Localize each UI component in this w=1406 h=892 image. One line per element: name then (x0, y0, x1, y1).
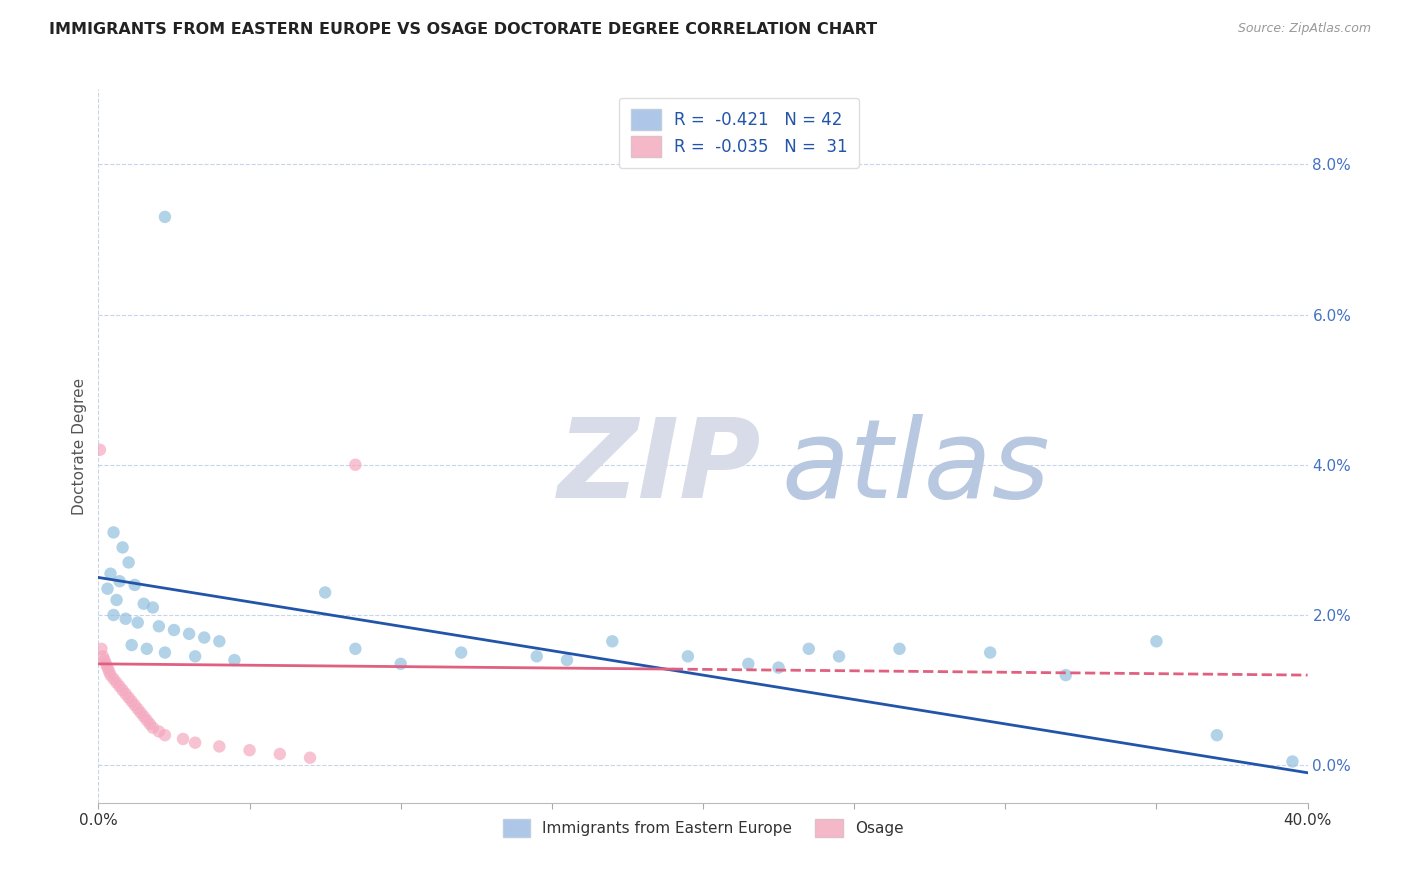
Point (132, 709, 155, 723)
Point (124, 698, 146, 713)
Point (103, 672, 125, 686)
Text: Source: ZipAtlas.com: Source: ZipAtlas.com (1237, 22, 1371, 36)
Point (124, 578, 146, 592)
Point (96, 582, 118, 596)
Point (121, 694, 143, 708)
Point (184, 736, 207, 750)
Point (105, 593, 128, 607)
Point (208, 634, 231, 648)
Point (108, 574, 131, 589)
Point (450, 646, 472, 660)
Point (344, 641, 367, 656)
Point (127, 702, 149, 716)
Point (676, 649, 699, 664)
Point (179, 627, 201, 641)
Point (127, 615, 149, 630)
Point (135, 713, 157, 727)
Point (737, 657, 759, 671)
Point (108, 679, 131, 693)
Point (828, 649, 851, 664)
Point (526, 649, 548, 664)
Point (389, 657, 412, 671)
Point (193, 631, 215, 645)
Point (114, 687, 136, 701)
Point (91, 649, 114, 664)
Point (1281, 755, 1303, 769)
Point (139, 717, 162, 731)
Point (111, 541, 134, 555)
Point (121, 638, 143, 652)
Point (153, 210, 176, 224)
Point (889, 641, 911, 656)
Point (172, 731, 194, 746)
Text: atlas: atlas (782, 414, 1050, 521)
Point (103, 607, 125, 622)
Point (114, 612, 136, 626)
Point (602, 634, 624, 648)
Point (118, 690, 141, 705)
Point (153, 728, 176, 742)
Point (98, 665, 121, 679)
Point (142, 721, 165, 735)
Legend: Immigrants from Eastern Europe, Osage: Immigrants from Eastern Europe, Osage (495, 811, 911, 845)
Point (135, 641, 157, 656)
Point (118, 556, 141, 570)
Point (314, 585, 336, 599)
Point (105, 675, 128, 690)
Point (239, 743, 262, 757)
Point (96, 660, 118, 674)
Point (132, 597, 155, 611)
Text: ZIP: ZIP (558, 414, 762, 521)
Point (184, 649, 207, 664)
Point (555, 653, 578, 667)
Point (1146, 634, 1168, 648)
Point (979, 646, 1001, 660)
Point (103, 525, 125, 540)
Point (269, 747, 291, 761)
Point (1206, 728, 1229, 742)
Point (299, 750, 322, 764)
Point (93, 653, 115, 667)
Point (224, 653, 246, 667)
Point (148, 619, 170, 633)
Point (111, 683, 134, 698)
Text: IMMIGRANTS FROM EASTERN EUROPE VS OSAGE DOCTORATE DEGREE CORRELATION CHART: IMMIGRANTS FROM EASTERN EUROPE VS OSAGE … (49, 22, 877, 37)
Point (90, 641, 112, 656)
Y-axis label: Doctorate Degree: Doctorate Degree (72, 377, 87, 515)
Point (100, 668, 122, 682)
Point (208, 739, 231, 754)
Point (100, 566, 122, 581)
Point (89, 442, 111, 457)
Point (142, 600, 165, 615)
Point (797, 641, 820, 656)
Point (148, 724, 170, 739)
Point (153, 646, 176, 660)
Point (94, 657, 117, 671)
Point (129, 706, 152, 720)
Point (1054, 668, 1077, 682)
Point (768, 660, 790, 674)
Point (163, 623, 186, 637)
Point (344, 458, 367, 472)
